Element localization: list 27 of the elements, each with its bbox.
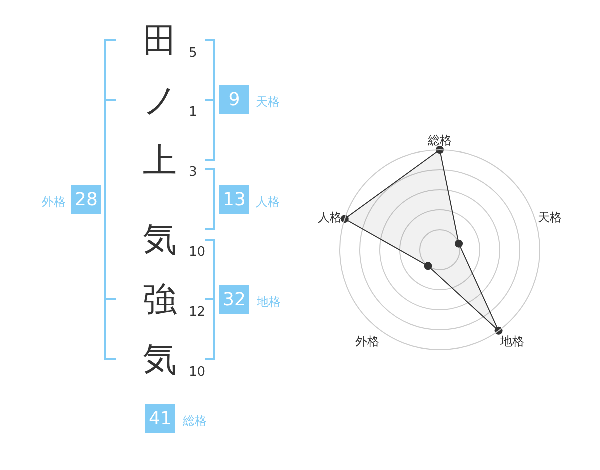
category-label: 人格	[256, 195, 280, 209]
data-label: 9	[228, 90, 240, 110]
spoke-label: 総格	[427, 134, 452, 148]
spoke-label: 天格	[538, 210, 562, 224]
category-label: 地格	[256, 295, 281, 309]
data-label: 41	[149, 408, 172, 430]
spoke-label: 地格	[499, 334, 524, 348]
category-label: 気	[143, 340, 177, 380]
category-label: 強	[143, 280, 177, 320]
spoke-label: 人格	[318, 210, 342, 224]
category-label: ノ	[143, 81, 178, 121]
category-label: 外格	[42, 195, 66, 209]
data-label: 32	[223, 290, 246, 310]
category-label: 天格	[256, 95, 280, 109]
data-label: 12	[189, 305, 206, 320]
data-label: 28	[75, 190, 98, 210]
data-label: 3	[189, 165, 198, 180]
data-label: 10	[189, 245, 206, 260]
data-label: 5	[189, 46, 198, 61]
spoke-label: 外格	[356, 334, 380, 348]
data-label: 1	[189, 105, 198, 120]
category-label: 田	[143, 21, 177, 61]
category-label: 上	[143, 141, 177, 181]
data-label: 10	[189, 365, 206, 380]
data-label: 13	[223, 190, 246, 210]
category-label: 気	[143, 220, 177, 260]
category-label: 総格	[182, 414, 207, 428]
